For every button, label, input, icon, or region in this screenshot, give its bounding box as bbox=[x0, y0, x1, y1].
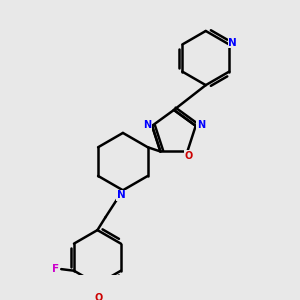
Text: F: F bbox=[52, 264, 59, 274]
Text: O: O bbox=[95, 293, 103, 300]
Text: N: N bbox=[197, 120, 205, 130]
Text: N: N bbox=[117, 190, 126, 200]
Text: N: N bbox=[143, 120, 151, 130]
Text: N: N bbox=[228, 38, 237, 48]
Text: O: O bbox=[185, 151, 193, 160]
